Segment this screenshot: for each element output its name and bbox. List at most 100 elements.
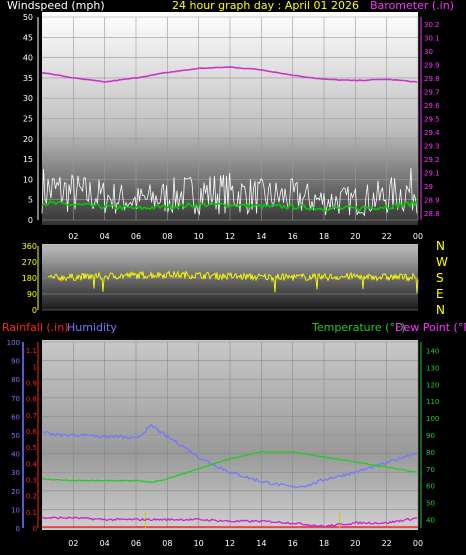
temperature-y-tick: 130 <box>426 364 439 372</box>
temperature-y-tick: 110 <box>426 398 439 406</box>
humidity-y-tick: 30 <box>11 469 20 477</box>
barometer-y-tick: 28.9 <box>424 197 440 205</box>
wind-x-tick: 00 <box>413 232 423 241</box>
wind-y-tick: 25 <box>23 115 33 124</box>
wind-x-tick: 16 <box>288 232 298 241</box>
wind-y-tick: 0 <box>28 216 33 225</box>
rainfall-y-tick: 0.6 <box>26 428 38 436</box>
barometer-y-tick: 29.1 <box>424 170 440 178</box>
weather-x-tick: 18 <box>319 539 329 548</box>
direction-y-tick: 360 <box>22 242 37 251</box>
weather-x-tick: 00 <box>413 539 423 548</box>
temperature-y-tick: 80 <box>426 449 435 457</box>
barometer-y-tick: 29.8 <box>424 75 440 83</box>
barometer-y-tick: 29.5 <box>424 116 440 124</box>
compass-e: E <box>436 287 444 301</box>
compass-n-bottom: N <box>436 303 445 317</box>
humidity-y-tick: 80 <box>11 376 20 384</box>
temperature-line <box>41 450 418 484</box>
rainfall-y-tick: 0.8 <box>26 396 37 404</box>
direction-y-tick: 90 <box>27 290 37 299</box>
rainfall-y-tick: 1 <box>33 363 37 371</box>
compass-w: W <box>436 255 448 269</box>
barometer-y-tick: 28.8 <box>424 210 440 218</box>
temperature-y-tick: 140 <box>426 347 439 355</box>
weather-x-tick: 02 <box>68 539 78 548</box>
humidity-y-tick: 70 <box>11 395 20 403</box>
direction-y-tick: 0 <box>32 306 37 315</box>
humidity-label: Humidity <box>67 321 117 334</box>
rainfall-y-tick: 0.7 <box>26 412 37 420</box>
rainfall-y-tick: 0.5 <box>26 444 37 452</box>
compass-s: S <box>436 271 444 285</box>
temperature-y-tick: 70 <box>426 466 435 474</box>
wind-x-tick: 06 <box>131 232 141 241</box>
rainfall-y-tick: 1.1 <box>26 347 37 355</box>
wind-direction-line <box>47 270 419 294</box>
temperature-y-tick: 60 <box>426 483 435 491</box>
direction-y-tick: 270 <box>22 258 37 267</box>
barometer-y-tick: 30 <box>424 48 433 56</box>
temperature-label: Temperature (°F) <box>311 321 406 334</box>
barometer-y-tick: 29.6 <box>424 102 440 110</box>
wind-x-tick: 08 <box>162 232 172 241</box>
weather-x-tick: 06 <box>131 539 141 548</box>
humidity-y-tick: 20 <box>11 488 20 496</box>
rainfall-y-tick: 0.3 <box>26 476 37 484</box>
wind-x-tick: 14 <box>256 232 266 241</box>
windspeed-average-line <box>41 199 419 212</box>
barometer-y-tick: 29.2 <box>424 156 440 164</box>
weather-x-tick: 20 <box>350 539 360 548</box>
weather-x-tick: 22 <box>382 539 392 548</box>
wind-y-tick: 10 <box>23 175 33 184</box>
wind-x-tick: 04 <box>100 232 110 241</box>
weather-x-tick: 14 <box>256 539 266 548</box>
humidity-y-tick: 90 <box>11 358 20 366</box>
windspeed-label: Windspeed (mph) <box>7 0 105 12</box>
graph-title: 24 hour graph day : April 01 2026 <box>172 0 359 12</box>
wind-x-tick: 10 <box>194 232 204 241</box>
barometer-line <box>41 66 418 83</box>
weather-x-tick: 08 <box>162 539 172 548</box>
temperature-y-tick: 40 <box>426 517 435 525</box>
barometer-y-tick: 29.7 <box>424 88 440 96</box>
temperature-y-tick: 90 <box>426 432 435 440</box>
wind-x-tick: 22 <box>382 232 392 241</box>
wind-y-tick: 40 <box>23 54 33 63</box>
barometer-y-tick: 29.9 <box>424 61 440 69</box>
barometer-y-tick: 29.4 <box>424 129 440 137</box>
rainfall-y-tick: 0.4 <box>26 460 38 468</box>
weather-x-tick: 16 <box>288 539 298 548</box>
humidity-y-tick: 10 <box>11 506 20 514</box>
humidity-y-tick: 0 <box>16 525 20 533</box>
humidity-y-tick: 40 <box>11 451 20 459</box>
wind-x-tick: 20 <box>350 232 360 241</box>
dewpoint-label: Dew Point (°F) <box>395 321 466 334</box>
wind-x-tick: 02 <box>68 232 78 241</box>
temperature-y-tick: 50 <box>426 500 435 508</box>
weather-x-tick: 04 <box>100 539 110 548</box>
rainfall-y-tick: 0.9 <box>26 379 37 387</box>
wind-x-tick: 12 <box>225 232 235 241</box>
barometer-y-tick: 30.1 <box>424 34 440 42</box>
direction-y-tick: 180 <box>22 274 37 283</box>
temperature-y-tick: 100 <box>426 415 439 423</box>
windspeed-gust-line <box>41 168 418 217</box>
compass-n-top: N <box>436 239 445 253</box>
rainfall-y-tick: 0.2 <box>26 493 37 501</box>
barometer-y-tick: 29.3 <box>424 143 440 151</box>
humidity-line <box>41 423 418 489</box>
wind-y-tick: 20 <box>23 135 33 144</box>
wind-y-tick: 15 <box>23 155 33 164</box>
wind-y-tick: 35 <box>23 74 33 83</box>
wind-y-tick: 5 <box>28 196 33 205</box>
weather-x-tick: 10 <box>194 539 204 548</box>
wind-y-tick: 45 <box>23 33 33 42</box>
temperature-y-tick: 120 <box>426 381 439 389</box>
weather-x-tick: 12 <box>225 539 235 548</box>
wind-y-tick: 50 <box>23 13 33 22</box>
barometer-y-tick: 29 <box>424 183 433 191</box>
humidity-y-tick: 60 <box>11 413 20 421</box>
humidity-y-tick: 50 <box>11 432 20 440</box>
